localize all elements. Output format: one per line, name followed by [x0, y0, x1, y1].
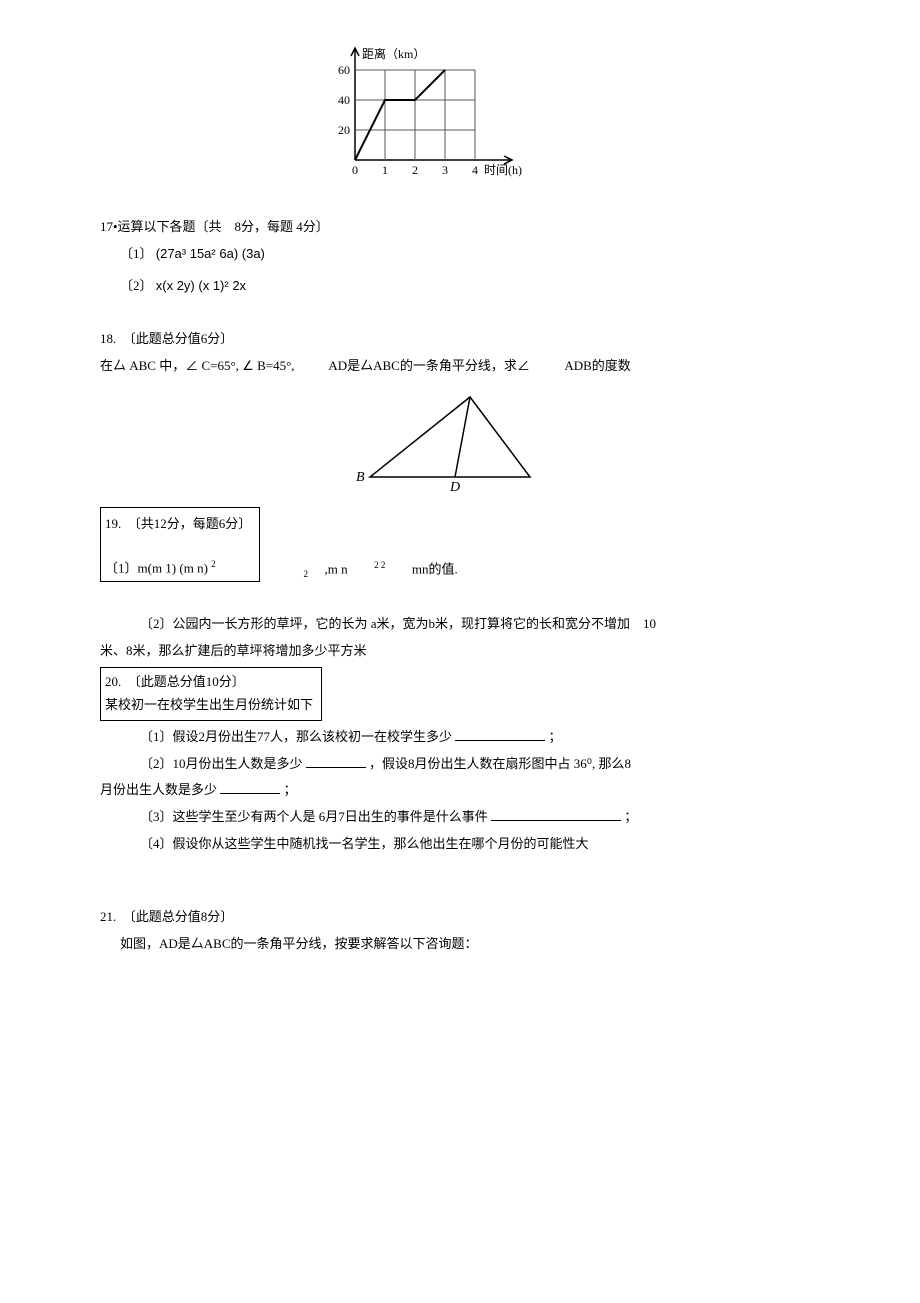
q19-sup2: 2 2 [374, 560, 385, 570]
q17-part2-label: 〔2〕 [120, 278, 153, 293]
q19-mid2: ,m n [325, 562, 348, 577]
triangle-figure: B D [350, 387, 550, 497]
q20-s2b: 月份出生人数是多少 [100, 782, 217, 797]
q19-box: 19. 〔共12分，每题6分〕 〔1〕m(m 1) (m n) 2 [100, 507, 260, 582]
q20-header: 20. 〔此题总分值10分〕 [105, 672, 313, 693]
q20-s1: 〔1〕假设2月份出生77人，那么该校初一在校学生多少 [140, 729, 452, 744]
q19-part2b: 米、8米，那么扩建后的草坪将增加多少平方米 [100, 641, 820, 662]
q20-s3-tail: ； [624, 809, 637, 824]
q20-s2-mid: ，假设8月份出生人数在扇形图中占 36⁰, 那么8 [369, 756, 631, 771]
x-tick-0: 0 [352, 163, 358, 177]
q18-line1: 在厶 ABC 中，∠ C=65°, ∠ B=45°, [100, 358, 295, 373]
q19-tail: mn的值. [412, 562, 458, 577]
blank-1 [455, 728, 545, 741]
q20-s2: 〔2〕10月份出生人数是多少 [140, 756, 303, 771]
x-tick-2: 2 [412, 163, 418, 177]
q17-part1-label: 〔1〕 [120, 246, 153, 261]
q17-part1-expr: (27a³ 15a² 6a) (3a) [156, 246, 265, 261]
q20-s3: 〔3〕这些学生至少有两个人是 6月7日出生的事件是什么事件 [140, 809, 488, 824]
q18-line2: AD是厶ABC的一条角平分线，求∠ [328, 358, 530, 373]
q19-sup1: 2 [211, 559, 216, 569]
q17-part2-expr: x(x 2y) (x 1)² 2x [156, 278, 246, 293]
q17-header: 17•运算以下各题〔共 8分，每题 4分〕 [100, 217, 820, 238]
blank-3 [220, 781, 280, 794]
chart-y-label: 距离（km） [362, 46, 425, 61]
q20-s2b-tail: ； [284, 782, 297, 797]
q20-s4: 〔4〕假设你从这些学生中随机找一名学生，那么他出生在哪个月份的可能性大 [140, 834, 820, 855]
y-tick-20: 20 [338, 123, 350, 137]
q21-header: 21. 〔此题总分值8分〕 [100, 907, 820, 928]
triangle-label-b: B [356, 470, 365, 485]
y-tick-40: 40 [338, 93, 350, 107]
x-tick-1: 1 [382, 163, 388, 177]
blank-4 [491, 808, 621, 821]
triangle-label-d: D [449, 480, 460, 495]
distance-time-chart: 距离（km） 60 40 20 0 1 2 3 4 时间(h) [320, 40, 820, 197]
x-tick-4: 4 [472, 163, 478, 177]
q18-line3: ADB的度数 [564, 358, 630, 373]
chart-svg: 距离（km） 60 40 20 0 1 2 3 4 时间(h) [320, 40, 530, 190]
q19-mid1: 2 [304, 569, 309, 579]
x-tick-3: 3 [442, 163, 448, 177]
blank-2 [306, 755, 366, 768]
q20-line1: 某校初一在校学生出生月份统计如下 [105, 695, 313, 716]
q19-part2: 〔2〕公园内一长方形的草坪，它的长为 a米，宽为b米，现打算将它的长和宽分不增加… [140, 614, 820, 635]
q20-box: 20. 〔此题总分值10分〕 某校初一在校学生出生月份统计如下 [100, 667, 322, 721]
y-tick-60: 60 [338, 63, 350, 77]
q19-part1-prefix: 〔1〕m(m 1) (m n) [105, 560, 208, 575]
q21-line: 如图，AD是厶ABC的一条角平分线，按要求解答以下咨询题： [120, 934, 820, 955]
chart-x-label: 时间(h) [484, 163, 522, 177]
q20-s1-tail: ； [549, 729, 562, 744]
q19-header: 19. 〔共12分，每题6分〕 [105, 514, 251, 535]
q18-header: 18. 〔此题总分值6分〕 [100, 329, 820, 350]
